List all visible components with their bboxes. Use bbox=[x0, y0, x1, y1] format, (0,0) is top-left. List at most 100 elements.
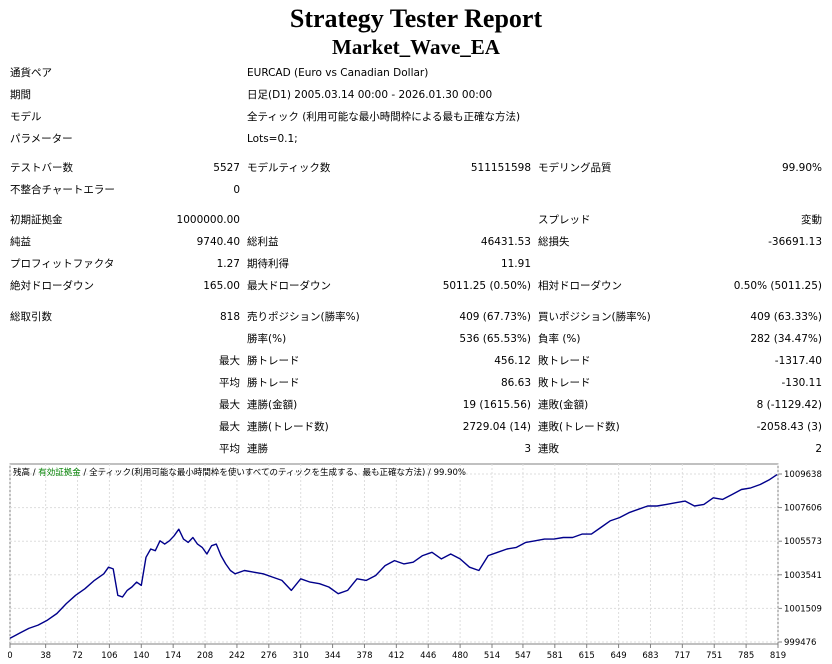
x-tick-label: 615 bbox=[579, 651, 595, 661]
total-trades-label: 総取引数 bbox=[10, 311, 52, 323]
gross-profit-value: 46431.53 bbox=[480, 236, 531, 248]
y-tick-label: 1003541 bbox=[784, 571, 822, 581]
balance-chart-svg: 1009638 1007606 1005573 1003541 1001509 99947… bbox=[8, 463, 822, 661]
average-row-label: 平均 bbox=[219, 377, 240, 389]
avg-loss-label: 敗トレード bbox=[538, 377, 591, 389]
max-cons-profit-label: 連勝(トレード数) bbox=[247, 421, 329, 433]
x-tick-label: 106 bbox=[101, 651, 117, 661]
x-tick-label: 72 bbox=[72, 651, 83, 661]
x-tick-label: 412 bbox=[388, 651, 404, 661]
spread-value: 変動 bbox=[801, 214, 822, 226]
avg-cons-losses-label: 連敗 bbox=[538, 443, 559, 455]
quality-label: モデリング品質 bbox=[538, 162, 612, 174]
legend-separator: / bbox=[80, 468, 90, 478]
x-tick-label: 140 bbox=[133, 651, 149, 661]
info-value-model: 全ティック (利用可能な最小時間枠による最も正確な方法) bbox=[247, 111, 521, 123]
deposit-value: 1000000.00 bbox=[176, 214, 240, 226]
y-tick-label: 999476 bbox=[784, 638, 816, 648]
x-tick-label: 310 bbox=[293, 651, 309, 661]
spread-label: スプレッド bbox=[538, 214, 591, 226]
ticks-label: モデルティック数 bbox=[247, 162, 331, 174]
abs-drawdown-value: 165.00 bbox=[203, 280, 240, 292]
report-title: Strategy Tester Report bbox=[289, 4, 543, 33]
avg-cons-wins-value: 3 bbox=[524, 443, 531, 455]
max-drawdown-value: 5011.25 (0.50%) bbox=[442, 280, 531, 292]
mismatch-label: 不整合チャートエラー bbox=[10, 184, 115, 196]
avg-consecutive-row-label: 平均 bbox=[219, 443, 240, 455]
loss-rate-value: 282 (34.47%) bbox=[750, 333, 822, 345]
largest-loss-label: 敗トレード bbox=[538, 355, 591, 367]
x-tick-label: 480 bbox=[452, 651, 468, 661]
max-consecutive-row-label: 最大 bbox=[219, 399, 240, 411]
max-cons-losses-value: 8 (-1129.42) bbox=[756, 399, 822, 411]
info-label-period: 期間 bbox=[10, 89, 31, 101]
expected-payoff-label: 期待利得 bbox=[247, 258, 289, 270]
avg-loss-value: -130.11 bbox=[781, 377, 822, 389]
y-tick-label: 1007606 bbox=[784, 504, 822, 514]
abs-drawdown-label: 絶対ドローダウン bbox=[10, 280, 94, 292]
net-profit-value: 9740.40 bbox=[196, 236, 240, 248]
info-value-symbol: EURCAD (Euro vs Canadian Dollar) bbox=[247, 67, 429, 79]
expected-payoff-value: 11.91 bbox=[500, 258, 531, 270]
info-label-model: モデル bbox=[10, 111, 42, 123]
x-tick-label: 242 bbox=[229, 651, 245, 661]
x-tick-label: 547 bbox=[515, 651, 531, 661]
avg-win-label: 勝トレード bbox=[247, 377, 300, 389]
gross-loss-label: 総損失 bbox=[538, 236, 570, 248]
x-tick-label: 446 bbox=[420, 651, 436, 661]
largest-win-label: 勝トレード bbox=[247, 355, 300, 367]
max-consecutive-count-row-label: 最大 bbox=[219, 421, 240, 433]
short-positions-value: 409 (67.73%) bbox=[459, 311, 531, 323]
x-tick-label: 581 bbox=[547, 651, 563, 661]
legend-quality: 99.90% bbox=[433, 468, 466, 478]
legend-balance: 残高 bbox=[13, 468, 31, 478]
net-profit-label: 純益 bbox=[10, 236, 31, 248]
legend-separator: / bbox=[30, 468, 39, 478]
profit-factor-value: 1.27 bbox=[216, 258, 240, 270]
rel-drawdown-value: 0.50% (5011.25) bbox=[733, 280, 822, 292]
quality-value: 99.90% bbox=[781, 162, 822, 174]
max-cons-loss-value: -2058.43 (3) bbox=[756, 421, 822, 433]
profit-factor-label: プロフィットファクタ bbox=[10, 258, 115, 270]
rel-drawdown-label: 相対ドローダウン bbox=[538, 280, 622, 292]
info-label-symbol: 通貨ペア bbox=[10, 67, 52, 79]
max-cons-profit-value: 2729.04 (14) bbox=[462, 421, 531, 433]
avg-cons-losses-value: 2 bbox=[815, 443, 822, 455]
gross-profit-label: 総利益 bbox=[247, 236, 279, 248]
x-tick-label: 514 bbox=[484, 651, 500, 661]
largest-loss-value: -1317.40 bbox=[774, 355, 822, 367]
y-tick-label: 1009638 bbox=[784, 470, 822, 480]
x-tick-label: 717 bbox=[674, 651, 690, 661]
x-tick-label: 0 bbox=[8, 651, 13, 661]
long-positions-value: 409 (63.33%) bbox=[750, 311, 822, 323]
x-tick-label: 344 bbox=[324, 651, 340, 661]
x-tick-label: 751 bbox=[706, 651, 722, 661]
x-tick-label: 819 bbox=[770, 651, 786, 661]
short-positions-label: 売りポジション(勝率%) bbox=[247, 311, 360, 323]
avg-win-value: 86.63 bbox=[500, 377, 531, 389]
x-tick-label: 649 bbox=[610, 651, 626, 661]
loss-rate-label: 負率 (%) bbox=[538, 333, 581, 345]
x-tick-label: 378 bbox=[356, 651, 372, 661]
balance-series-line bbox=[9, 474, 778, 639]
plot-frame bbox=[9, 463, 779, 645]
info-label-parameters: パラメーター bbox=[10, 133, 73, 145]
max-cons-wins-label: 連勝(金額) bbox=[247, 399, 298, 411]
avg-cons-wins-label: 連勝 bbox=[247, 443, 268, 455]
x-tick-label: 276 bbox=[261, 651, 277, 661]
info-value-parameters: Lots=0.1; bbox=[247, 133, 298, 145]
ticks-value: 511151598 bbox=[470, 162, 531, 174]
x-tick-label: 174 bbox=[165, 651, 181, 661]
gross-loss-value: -36691.13 bbox=[768, 236, 822, 248]
legend-model: 全ティック(利用可能な最小時間枠を使いすべてのティックを生成する、最も正確な方法… bbox=[89, 468, 426, 478]
x-tick-label: 785 bbox=[738, 651, 754, 661]
legend-separator: / bbox=[425, 468, 434, 478]
report-subtitle: Market_Wave_EA bbox=[332, 35, 500, 59]
y-tick-label: 1001509 bbox=[784, 604, 822, 614]
chart-legend: 残高 / 有効証拠金 / 全ティック(利用可能な最小時間枠を使いすべてのティック… bbox=[13, 466, 466, 478]
largest-win-value: 456.12 bbox=[494, 355, 531, 367]
long-positions-label: 買いポジション(勝率%) bbox=[538, 311, 651, 323]
largest-row-label: 最大 bbox=[219, 355, 240, 367]
max-cons-losses-label: 連敗(金額) bbox=[538, 399, 589, 411]
mismatch-value: 0 bbox=[233, 184, 240, 196]
